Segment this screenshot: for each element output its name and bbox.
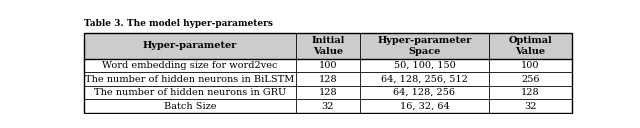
Text: 100: 100	[522, 61, 540, 70]
Text: 256: 256	[522, 74, 540, 83]
Text: Batch Size: Batch Size	[164, 102, 216, 111]
Text: 64, 128, 256: 64, 128, 256	[394, 88, 456, 97]
Text: The number of hidden neurons in GRU: The number of hidden neurons in GRU	[94, 88, 286, 97]
Text: Hyper-parameter: Hyper-parameter	[143, 41, 237, 50]
Text: Optimal
Value: Optimal Value	[509, 36, 552, 56]
Text: 128: 128	[521, 88, 540, 97]
Text: 32: 32	[524, 102, 537, 111]
Text: 50, 100, 150: 50, 100, 150	[394, 61, 455, 70]
Text: 64, 128, 256, 512: 64, 128, 256, 512	[381, 74, 468, 83]
Text: 16, 32, 64: 16, 32, 64	[399, 102, 449, 111]
Bar	[84, 33, 572, 113]
Text: 100: 100	[319, 61, 337, 70]
Text: Word embedding size for word2vec: Word embedding size for word2vec	[102, 61, 278, 70]
Text: Table 3. The model hyper-parameters: Table 3. The model hyper-parameters	[84, 19, 273, 28]
Text: Initial
Value: Initial Value	[311, 36, 345, 56]
Text: The number of hidden neurons in BiLSTM: The number of hidden neurons in BiLSTM	[85, 74, 295, 83]
Text: 128: 128	[319, 74, 337, 83]
Text: Hyper-parameter
Space: Hyper-parameter Space	[377, 36, 472, 56]
Text: 32: 32	[322, 102, 334, 111]
Text: 128: 128	[319, 88, 337, 97]
Bar	[84, 33, 572, 59]
